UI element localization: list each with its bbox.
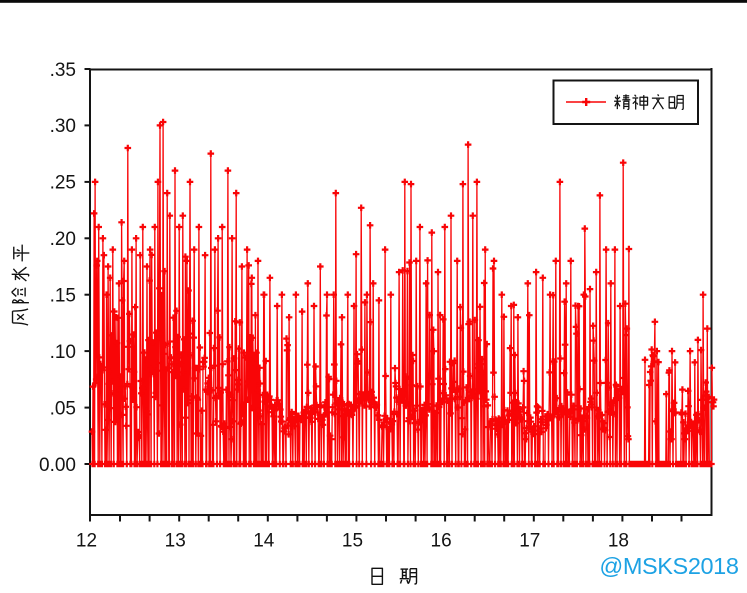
svg-text:12: 12 — [76, 531, 97, 552]
svg-text:18: 18 — [608, 531, 629, 552]
svg-text:.35: .35 — [50, 60, 76, 81]
svg-text:.05: .05 — [50, 398, 76, 419]
svg-text:16: 16 — [431, 531, 452, 552]
svg-text:0.00: 0.00 — [39, 455, 76, 476]
svg-text:.20: .20 — [50, 229, 76, 250]
svg-text:14: 14 — [253, 531, 275, 552]
svg-text:@MSKS2018: @MSKS2018 — [599, 553, 738, 579]
svg-text:.10: .10 — [50, 342, 76, 363]
svg-text:17: 17 — [519, 531, 540, 552]
svg-text:13: 13 — [165, 531, 186, 552]
svg-text:.15: .15 — [50, 286, 76, 307]
svg-text:.30: .30 — [50, 116, 76, 137]
svg-text:.25: .25 — [50, 173, 76, 194]
svg-text:15: 15 — [342, 531, 363, 552]
